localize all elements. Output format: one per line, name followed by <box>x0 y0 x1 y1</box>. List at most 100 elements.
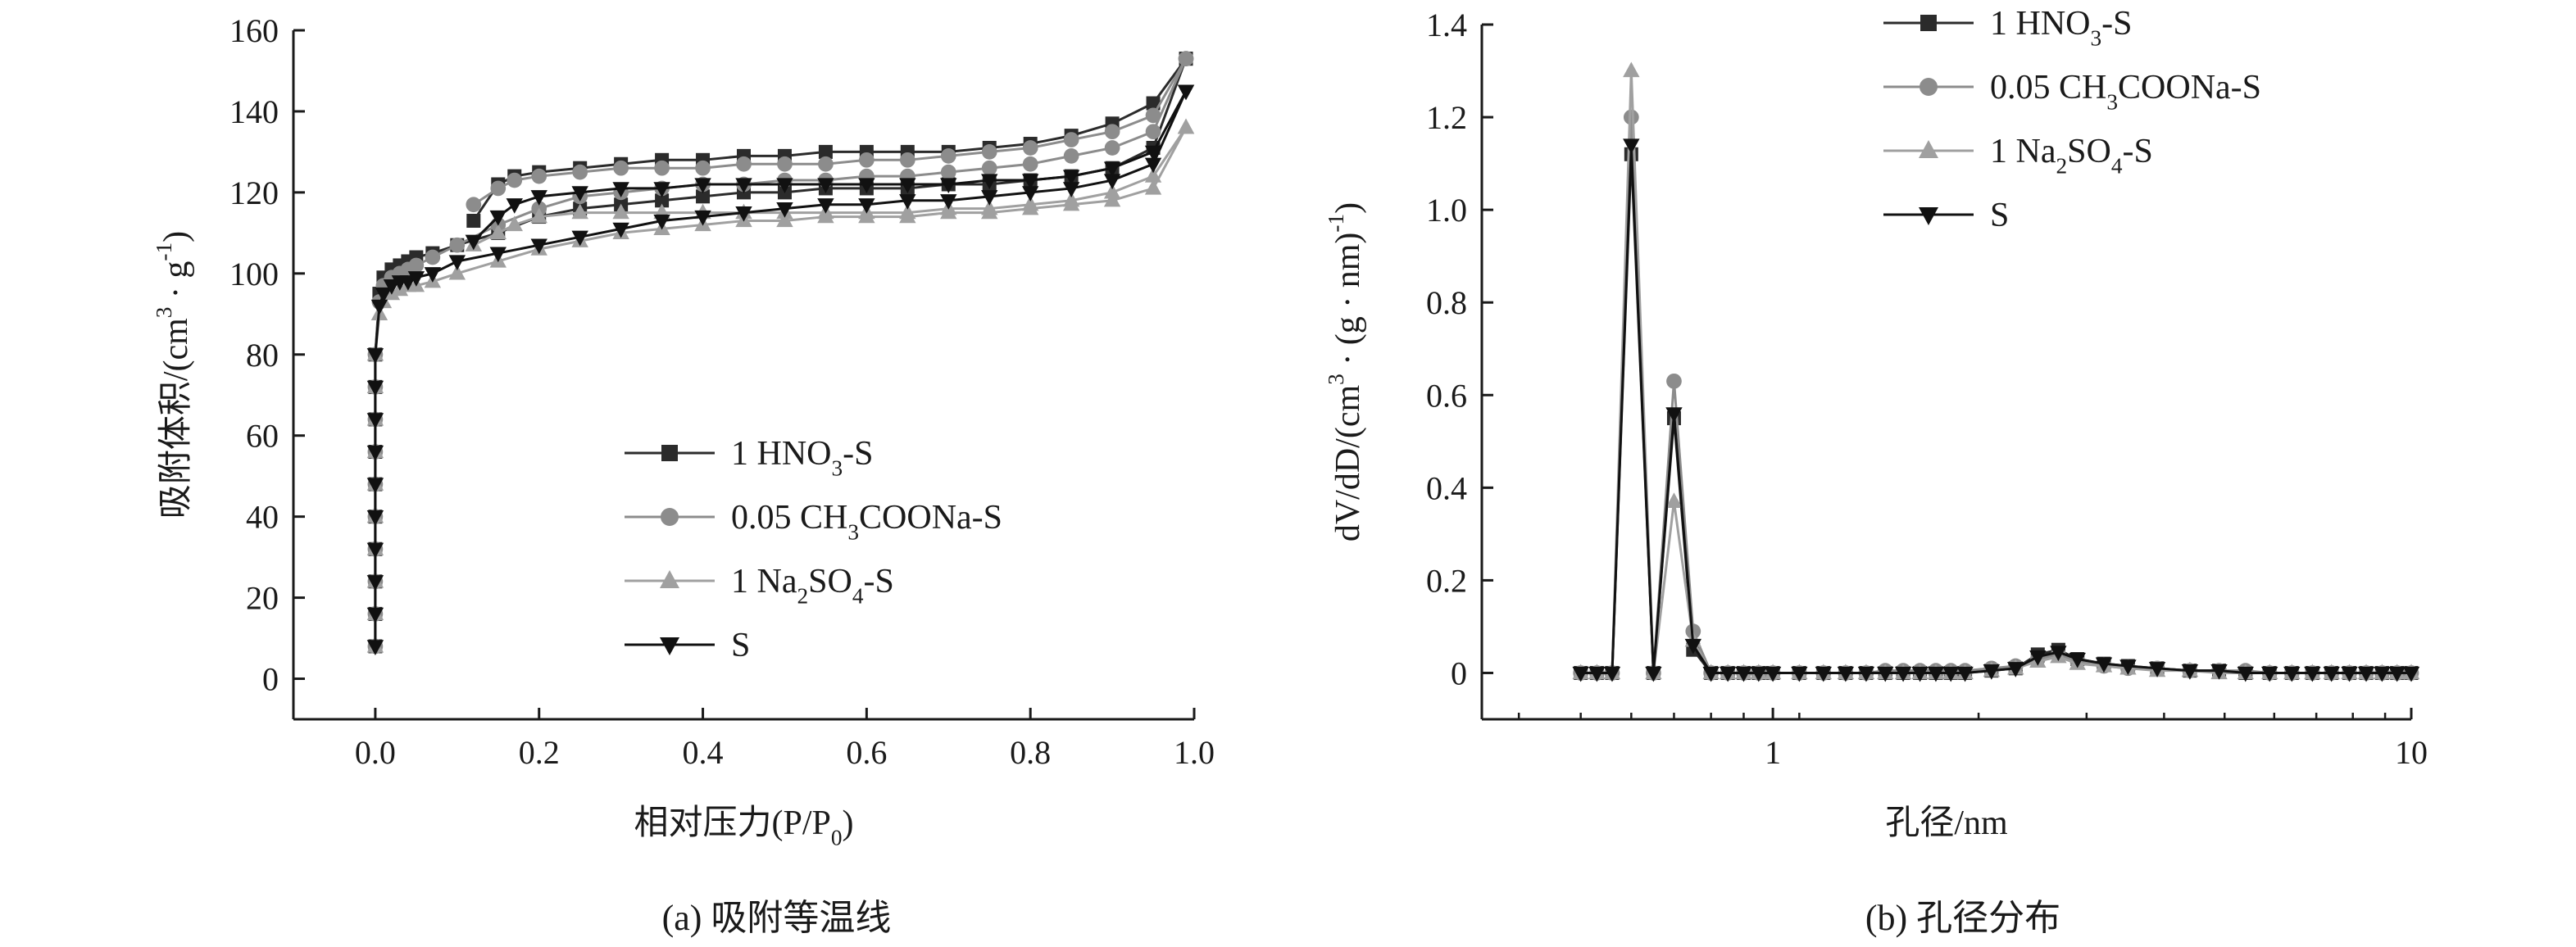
data-point <box>612 222 629 238</box>
chart-isotherm: 0 20 40 60 80 100 120 140 160 0.0 0.2 0.4 0.6 0.8 1.0 相… <box>152 12 1215 938</box>
data-point <box>940 194 957 210</box>
data-point <box>1021 195 1039 211</box>
data-point <box>653 182 670 197</box>
data-point <box>1603 666 1621 682</box>
y-tick-label: 160 <box>229 12 279 49</box>
data-point <box>1144 157 1162 174</box>
data-point <box>1146 96 1161 111</box>
data-point <box>1144 179 1162 195</box>
data-point <box>940 178 957 194</box>
data-point <box>1063 132 1079 147</box>
data-point <box>1103 161 1121 178</box>
data-point <box>612 182 629 197</box>
legend-marker <box>660 570 679 588</box>
data-point <box>408 257 425 274</box>
x-tick-label: 0.6 <box>846 734 887 771</box>
data-point <box>899 194 916 210</box>
data-point <box>466 197 482 213</box>
data-point <box>2357 666 2375 682</box>
data-point <box>817 178 834 194</box>
y-tick-label: 0.8 <box>1426 284 1467 321</box>
y-tick-label: 0.4 <box>1426 469 1467 506</box>
data-point <box>981 174 998 190</box>
data-point <box>613 160 629 176</box>
data-point <box>448 264 466 280</box>
data-point <box>1894 666 1912 682</box>
x-axis-label: 孔径/nm <box>1885 804 2008 842</box>
data-point <box>465 234 482 251</box>
data-point <box>1178 51 1194 66</box>
data-point <box>572 164 588 180</box>
data-point <box>1719 666 1737 682</box>
data-point <box>1857 666 1875 682</box>
legend-marker <box>661 445 678 461</box>
data-point <box>736 156 752 172</box>
data-point <box>2341 666 2358 682</box>
series-line <box>374 58 1188 646</box>
y-tick-label: 1.4 <box>1426 7 1467 43</box>
chart-pore-distribution: 0 0.2 0.4 0.6 0.8 1.0 1.2 1.4 1 10 孔径/nm dV/dD/(cm3… <box>1324 5 2428 938</box>
x-tick-label: 0.4 <box>683 734 724 771</box>
data-point <box>489 224 507 240</box>
data-point <box>776 202 793 218</box>
data-point <box>1623 109 1639 125</box>
data-point <box>859 152 875 168</box>
data-point <box>1956 666 1974 682</box>
data-point <box>1104 124 1120 140</box>
data-point <box>424 267 442 283</box>
data-point <box>1572 666 1589 682</box>
data-point <box>776 178 793 194</box>
series-line <box>472 90 1188 242</box>
data-point <box>1791 666 1808 682</box>
data-point <box>1177 118 1195 134</box>
data-point <box>899 203 916 220</box>
data-point <box>366 478 384 494</box>
data-point <box>2283 666 2301 682</box>
legend-label: 0.05 CH3COONa-S <box>1990 69 2261 114</box>
data-point <box>777 156 793 172</box>
data-point <box>818 156 834 172</box>
data-point <box>735 178 752 194</box>
legend-label: 1 HNO3-S <box>1990 5 2133 50</box>
data-point <box>981 199 998 215</box>
data-point <box>612 203 629 220</box>
data-point <box>694 178 711 194</box>
data-point <box>530 190 547 206</box>
data-point <box>940 164 956 180</box>
y-tick-label: 20 <box>246 580 279 617</box>
data-point <box>366 413 384 428</box>
legend-label: 1 Na2SO4-S <box>1990 133 2153 178</box>
data-point <box>1062 191 1080 207</box>
data-point <box>818 144 833 159</box>
data-point <box>1837 666 1855 682</box>
x-tick-label: 1 <box>1765 734 1781 771</box>
data-point <box>694 210 711 226</box>
data-point <box>2119 659 2137 676</box>
data-point <box>1021 174 1039 190</box>
data-point <box>1927 666 1945 682</box>
data-point <box>2374 666 2391 682</box>
data-point <box>366 607 384 623</box>
data-point <box>2069 652 2086 668</box>
data-point <box>1983 664 2001 680</box>
data-point <box>1665 492 1683 508</box>
x-axis-label: 相对压力(P/P0) <box>634 804 853 850</box>
data-point <box>1144 167 1162 183</box>
legend-marker <box>660 637 679 655</box>
data-point <box>1911 666 1929 682</box>
y-tick-label: 0 <box>1451 655 1467 691</box>
data-point <box>449 237 466 253</box>
data-point <box>506 215 523 232</box>
data-point <box>899 152 915 168</box>
series-line <box>473 126 1188 247</box>
y-tick-label: 0.6 <box>1426 377 1467 414</box>
y-tick-label: 140 <box>229 93 279 130</box>
data-point <box>2304 666 2321 682</box>
data-point <box>2402 666 2420 682</box>
data-point <box>817 198 834 214</box>
data-point <box>1666 373 1682 389</box>
y-tick-label: 60 <box>246 418 279 455</box>
data-point <box>1063 148 1079 164</box>
data-point <box>1104 140 1120 156</box>
series-line <box>374 58 1188 646</box>
